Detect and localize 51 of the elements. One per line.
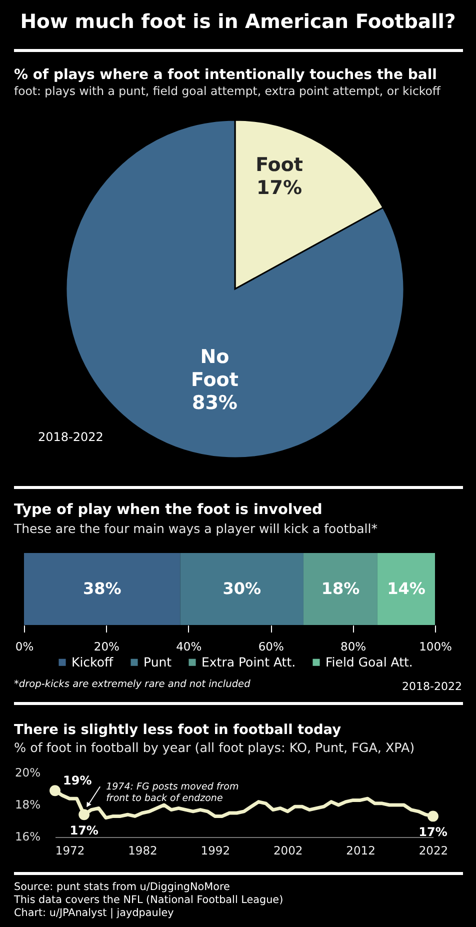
x-tick-label: 2012 [346, 844, 376, 858]
y-tick-label: 20% [14, 766, 41, 780]
x-tick-label: 100% [419, 640, 452, 654]
chart-title: How much foot is in American Football? [20, 10, 456, 33]
x-tick-label: 1982 [128, 844, 158, 858]
bar [303, 553, 378, 625]
x-tick-label: 60% [258, 640, 284, 654]
y-tick-label: 16% [14, 830, 41, 844]
text: Chart: u/JPAnalyst | jaydpauley [14, 907, 174, 919]
x-tick-label: 1992 [200, 844, 230, 858]
data-label: 14% [387, 579, 426, 598]
legend-label: Kickoff [72, 654, 114, 670]
chart-title: There is slightly less foot in football today [14, 722, 342, 738]
point [428, 810, 438, 822]
data-label: 19% [63, 774, 92, 788]
text: This data covers the NFL (National Football League) [13, 894, 284, 906]
x-tick-label: 20% [94, 640, 120, 654]
x-tick-label: 0% [15, 640, 34, 654]
data-label: 83% [192, 392, 238, 414]
data-label: 18% [321, 579, 360, 598]
slice-label: Foot [256, 154, 303, 176]
bar [24, 553, 180, 625]
chart-subtitle: % of plays where a foot intentionally touches the ball [14, 67, 437, 83]
source-note: Source: punt stats from u/DiggingNoMore [14, 881, 230, 893]
x-tick-label: 2022 [418, 844, 448, 858]
point [50, 785, 60, 796]
data-label: 17% [418, 825, 448, 840]
y-tick-label: 18% [14, 798, 41, 812]
text: *drop-kicks are extremely rare and not included [14, 679, 252, 690]
chart-subtitle: These are the four main ways a player will kick a football* [13, 521, 378, 536]
text: 2018-2022 [38, 430, 104, 444]
data-label: 17% [256, 176, 302, 199]
text: foot: plays with a punt, field goal attempt, extra point attempt, or kickoff [14, 84, 442, 98]
chart-title: Type of play when the foot is involved [14, 502, 322, 518]
legend-label: Extra Point Att. [202, 654, 296, 670]
x-tick-label: 80% [340, 640, 366, 654]
data-label: 38% [82, 579, 122, 598]
legend-label: Field Goal Att. [326, 654, 413, 670]
legend-label: Punt [144, 654, 172, 670]
point [78, 809, 90, 820]
x-tick-label: 2002 [273, 844, 303, 858]
text: 2018-2022 [402, 680, 462, 693]
data-label: 17% [70, 824, 98, 838]
annotation: 1974: FG posts moved from front to back of endzone [106, 782, 239, 804]
x-tick-label: 1972 [55, 844, 85, 858]
bar [180, 553, 304, 625]
slice-label: No Foot [191, 346, 238, 392]
data-label: 30% [222, 579, 261, 598]
bar [377, 553, 435, 625]
x-tick-label: 40% [176, 640, 202, 654]
chart-subtitle: % of foot in football by year (all foot plays: KO, Punt, FGA, XPA) [14, 740, 415, 755]
